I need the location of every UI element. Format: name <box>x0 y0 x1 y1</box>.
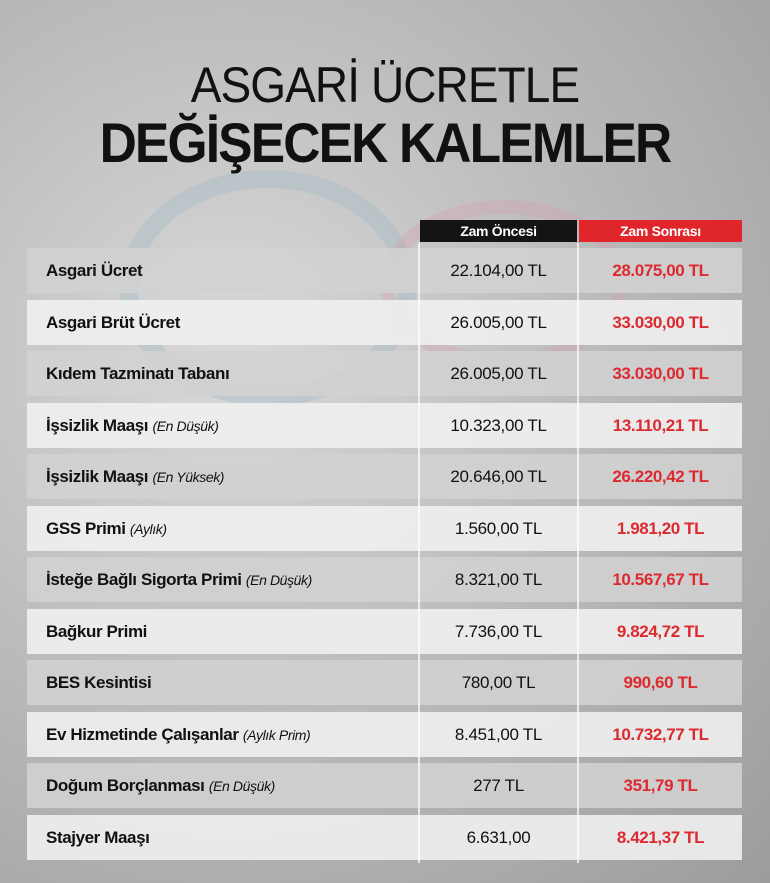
row-label-text: Ev Hizmetinde Çalışanlar <box>46 724 239 744</box>
value-before: 277 TL <box>473 776 524 795</box>
row-note: (Aylık Prim) <box>242 726 311 743</box>
value-before: 780,00 TL <box>461 673 536 692</box>
row-label: BES Kesintisi <box>46 660 152 705</box>
value-before: 26.005,00 TL <box>450 364 547 383</box>
value-before: 1.560,00 TL <box>454 518 543 538</box>
value-after: 33.030,00 TL <box>612 312 709 332</box>
value-after: 351,79 TL <box>623 776 698 795</box>
value-after: 33.030,00 TL <box>612 364 709 383</box>
row-note: (En Düşük) <box>152 417 219 434</box>
row-label-text: Asgari Ücret <box>46 261 143 280</box>
column-header-before: Zam Öncesi <box>420 220 577 242</box>
column-divider <box>577 243 579 863</box>
row-label: GSS Primi (Aylık) <box>46 506 167 551</box>
value-after: 9.824,72 TL <box>616 621 705 641</box>
column-header-after: Zam Sonrası <box>579 220 742 242</box>
column-divider <box>418 243 420 863</box>
value-before: 8.451,00 TL <box>454 724 543 744</box>
row-note: (En Düşük) <box>208 778 275 794</box>
row-note: (Aylık) <box>129 520 167 537</box>
row-label-text: GSS Primi <box>46 518 126 538</box>
row-label-text: Asgari Brüt Ücret <box>46 312 180 332</box>
value-after: 8.421,37 TL <box>616 827 705 847</box>
value-after: 10.732,77 TL <box>612 724 709 744</box>
row-note: (En Yüksek) <box>152 469 225 485</box>
row-label-text: İşsizlik Maaşı <box>46 415 149 435</box>
value-before: 26.005,00 TL <box>450 312 547 332</box>
row-label: Asgari Brüt Ücret <box>46 300 180 345</box>
row-label: İşsizlik Maaşı (En Düşük) <box>46 403 219 448</box>
table-row: Asgari Brüt Ücret 26.005,00 TL 33.030,00 … <box>27 299 742 345</box>
row-label-text: BES Kesintisi <box>46 673 152 692</box>
value-before: 22.104,00 TL <box>450 261 547 280</box>
row-label-text: Doğum Borçlanması <box>46 776 205 795</box>
table-row: Doğum Borçlanması (En Düşük) 277 TL 351,79… <box>27 763 742 808</box>
row-label: Ev Hizmetinde Çalışanlar (Aylık Prim) <box>46 712 311 757</box>
table-row: Kıdem Tazminatı Tabanı 26.005,00 TL 33.03… <box>27 351 742 396</box>
value-after: 13.110,21 TL <box>612 415 709 435</box>
table-row: Bağkur Primi 7.736,00 TL 9.824,72 TL <box>27 608 742 654</box>
table-row: Asgari Ücret 22.104,00 TL 28.075,00 TL <box>27 248 742 293</box>
table-row: Stajyer Maaşı 6.631,00 8.421,37 TL <box>27 814 742 860</box>
value-before: 20.646,00 TL <box>450 467 547 486</box>
table-row: İşsizlik Maaşı (En Düşük) 10.323,00 TL 13.… <box>27 402 742 448</box>
value-after: 26.220,42 TL <box>612 467 709 486</box>
row-label: İsteğe Bağlı Sigorta Primi (En Düşük) <box>46 557 312 602</box>
value-before: 6.631,00 <box>466 827 531 847</box>
row-label-text: İşsizlik Maaşı <box>46 467 149 486</box>
row-label: İşsizlik Maaşı (En Yüksek) <box>46 454 224 499</box>
value-before: 8.321,00 TL <box>454 570 543 589</box>
row-label: Asgari Ücret <box>46 248 143 293</box>
table-row: GSS Primi (Aylık) 1.560,00 TL 1.981,20 TL <box>27 505 742 551</box>
title-line-1: ASGARİ ÜCRETLE <box>190 57 580 113</box>
row-label: Bağkur Primi <box>46 609 147 654</box>
row-note: (En Düşük) <box>245 572 312 588</box>
title-line-2: DEĞİŞECEK KALEMLER <box>99 111 673 174</box>
table-row: Ev Hizmetinde Çalışanlar (Aylık Prim) 8.4… <box>27 711 742 757</box>
row-label: Stajyer Maaşı <box>46 815 150 860</box>
table-row: İsteğe Bağlı Sigorta Primi (En Düşük) 8.3… <box>27 557 742 602</box>
value-before: 10.323,00 TL <box>450 415 547 435</box>
row-label-text: Kıdem Tazminatı Tabanı <box>46 364 230 383</box>
value-after: 990,60 TL <box>623 673 698 692</box>
value-after: 10.567,67 TL <box>612 570 709 589</box>
row-label-text: Bağkur Primi <box>46 621 148 641</box>
row-label: Kıdem Tazminatı Tabanı <box>46 351 230 396</box>
value-after: 1.981,20 TL <box>616 518 705 538</box>
value-before: 7.736,00 TL <box>454 621 543 641</box>
value-after: 28.075,00 TL <box>612 261 709 280</box>
row-label-text: Stajyer Maaşı <box>46 827 150 847</box>
table-row: BES Kesintisi 780,00 TL 990,60 TL <box>27 660 742 705</box>
row-label-text: İsteğe Bağlı Sigorta Primi <box>46 570 242 589</box>
row-label: Doğum Borçlanması (En Düşük) <box>46 763 275 808</box>
table-row: İşsizlik Maaşı (En Yüksek) 20.646,00 TL 26… <box>27 454 742 499</box>
